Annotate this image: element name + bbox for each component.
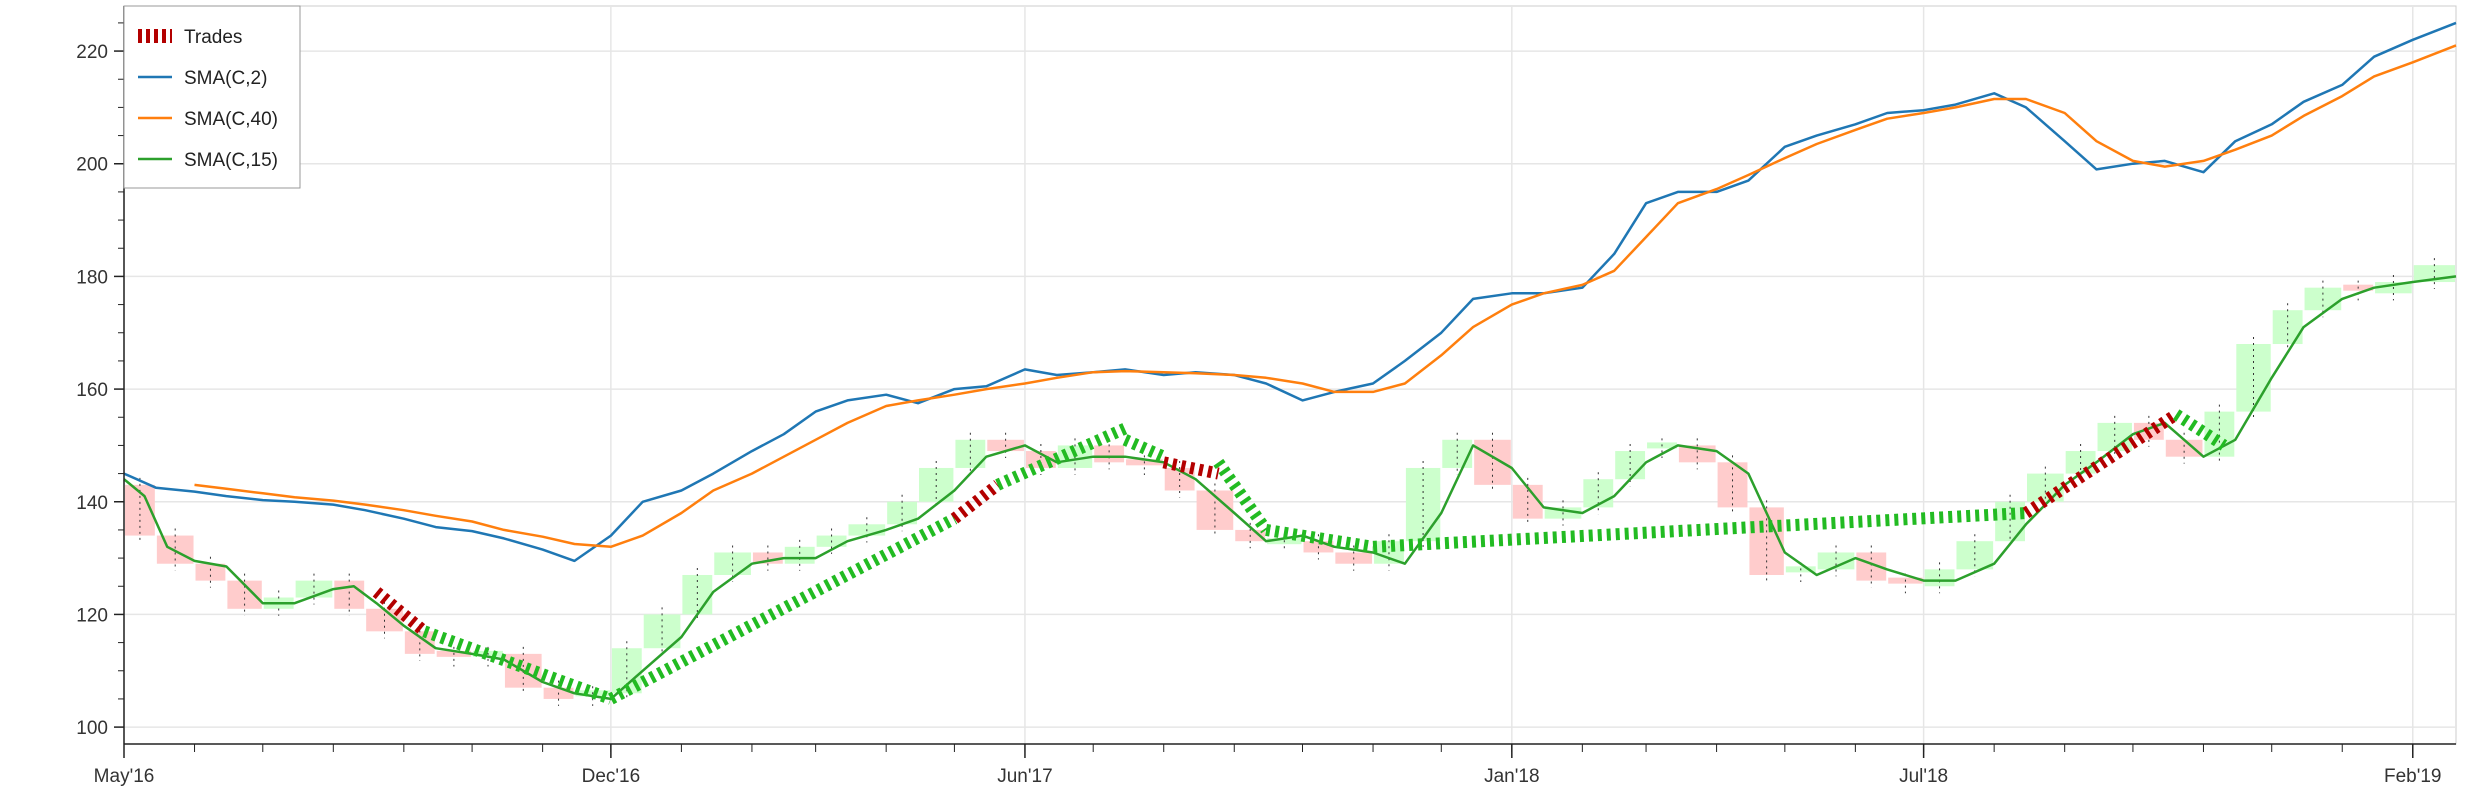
price-bar <box>1474 439 1511 485</box>
y-tick-label: 140 <box>76 493 108 514</box>
price-bar <box>2165 439 2203 457</box>
y-tick-label: 120 <box>76 605 108 626</box>
x-tick-label: Jan'18 <box>1484 766 1539 787</box>
legend: Trades SMA(C,2) SMA(C,40) SMA(C,15) <box>123 5 301 189</box>
x-tick-label: Jun'17 <box>997 766 1052 787</box>
trade-line <box>950 480 1002 524</box>
trade-line <box>608 513 958 705</box>
trade-line <box>1162 456 1220 480</box>
series-line-sma2 <box>123 21 2457 563</box>
legend-label-sma2: SMA(C,2) <box>184 68 267 89</box>
grid-lines <box>123 6 2456 744</box>
series-line-sma40 <box>194 44 2457 549</box>
trade-line <box>2022 409 2180 519</box>
x-tick-label: Jul'18 <box>1899 766 1948 787</box>
x-axis-ticks: May'16 Dec'16 Jun'17 Jan'18 Jul'18 Feb'19 <box>94 744 2442 787</box>
price-bar <box>195 563 226 581</box>
legend-label-trades: Trades <box>184 27 242 48</box>
x-tick-label: Feb'19 <box>2384 766 2442 787</box>
x-tick-label: Dec'16 <box>582 766 641 787</box>
y-tick-label: 160 <box>76 380 108 401</box>
trade-line <box>372 587 429 636</box>
price-bar <box>1817 552 1855 570</box>
trade-line <box>1265 523 1374 553</box>
trade-line <box>1122 434 1167 463</box>
y-tick-label: 200 <box>76 155 108 176</box>
price-bar <box>1094 445 1125 463</box>
trade-line <box>422 625 613 705</box>
y-tick-label: 100 <box>76 718 108 739</box>
price-bar <box>2236 344 2271 412</box>
x-tick-label: May'16 <box>94 766 155 787</box>
trade-markers <box>372 409 2228 705</box>
y-axis-ticks: 100 120 140 160 180 200 220 <box>76 22 124 739</box>
trade-line <box>1372 507 2027 553</box>
price-bar <box>1924 569 1955 587</box>
plot-area <box>123 5 2457 745</box>
trade-line <box>2172 409 2228 451</box>
legend-box <box>123 5 301 189</box>
legend-label-sma15: SMA(C,15) <box>184 150 278 171</box>
y-tick-label: 220 <box>76 42 108 63</box>
y-tick-label: 180 <box>76 267 108 288</box>
price-bar <box>784 546 815 564</box>
legend-label-sma40: SMA(C,40) <box>184 109 278 130</box>
